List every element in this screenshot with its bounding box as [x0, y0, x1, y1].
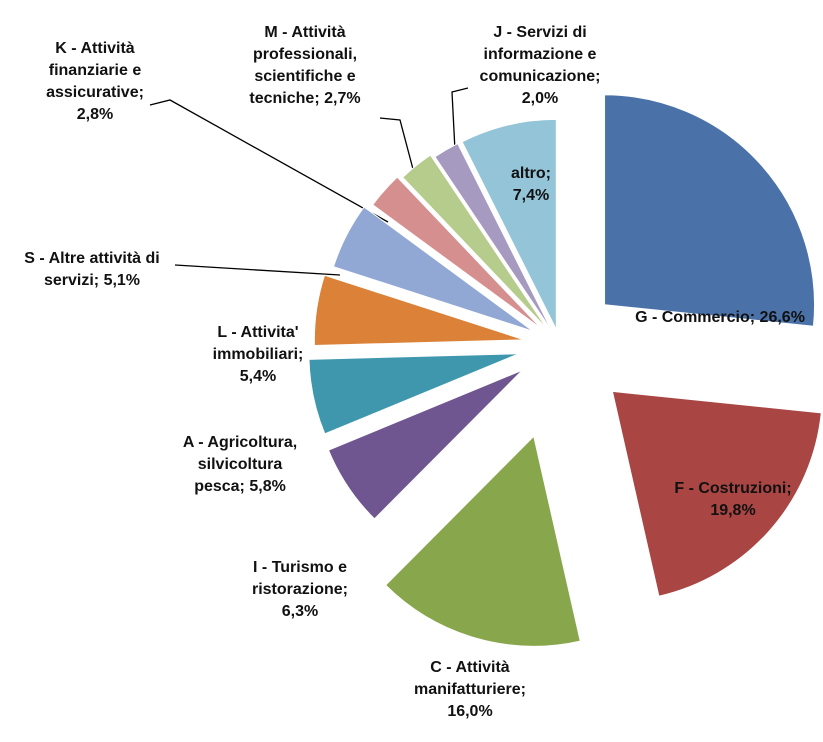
- category-label: altro;: [511, 165, 551, 182]
- category-label: F - Costruzioni;: [674, 480, 792, 497]
- value-label: 2,0%: [521, 90, 559, 107]
- value-label: 16,0%: [447, 703, 493, 720]
- pie-slice: [332, 206, 534, 332]
- data-label: J - Servizi di informazione e comunicazi…: [470, 22, 610, 110]
- pie-slice: [308, 353, 520, 435]
- value-label: 5,4%: [239, 368, 277, 385]
- category-label: S - Altre attività di servizi;: [24, 250, 160, 289]
- data-label: C - Attività manifatturiere; 16,0%: [400, 657, 540, 723]
- data-label: F - Costruzioni; 19,8%: [658, 478, 808, 522]
- leader-line: [149, 99, 389, 223]
- value-label: 26,6%: [759, 309, 805, 326]
- value-label: 5,1%: [103, 272, 141, 289]
- pie-slice: [461, 118, 557, 330]
- data-label: I - Turismo e ristorazione; 6,3%: [238, 557, 363, 623]
- category-label: M - Attività professionali, scientifiche…: [249, 24, 358, 107]
- data-label: S - Altre attività di servizi; 5,1%: [5, 248, 180, 292]
- leader-line: [174, 264, 341, 276]
- pie-slice: [611, 390, 822, 597]
- leader-line: [451, 87, 469, 171]
- data-label: A - Agricoltura, silvicoltura pesca; 5,8…: [173, 432, 308, 498]
- pie-slice: [604, 94, 816, 327]
- value-label: 6,3%: [281, 603, 319, 620]
- category-label: A - Agricoltura, silvicoltura pesca;: [182, 434, 298, 495]
- value-label: 7,4%: [512, 187, 550, 204]
- data-label: G - Commercio; 26,6%: [635, 307, 805, 329]
- value-label: 2,7%: [324, 90, 361, 107]
- value-label: 5,8%: [249, 478, 286, 495]
- category-label: G - Commercio;: [635, 309, 756, 326]
- value-label: 19,8%: [710, 502, 756, 519]
- data-label: L - Attivita' immobiliari; 5,4%: [201, 322, 316, 388]
- value-label: 2,8%: [76, 106, 114, 123]
- category-label: L - Attivita' immobiliari;: [212, 324, 304, 363]
- category-label: J - Servizi di informazione e comunicazi…: [479, 24, 601, 85]
- data-label: M - Attività professionali, scientifiche…: [235, 22, 375, 110]
- data-label: K - Attività finanziarie e assicurative;…: [28, 38, 163, 126]
- category-label: I - Turismo e ristorazione;: [251, 559, 348, 598]
- pie-slice: [401, 154, 548, 330]
- pie-slice: [434, 142, 553, 332]
- leader-line: [379, 117, 419, 189]
- pie-slice: [327, 369, 523, 520]
- pie-slice: [384, 435, 581, 647]
- pie-slice: [372, 176, 543, 330]
- data-label: altro; 7,4%: [496, 163, 566, 207]
- category-label: K - Attività finanziarie e assicurative;: [46, 40, 144, 101]
- pie-slice: [313, 274, 525, 346]
- category-label: C - Attività manifatturiere;: [413, 659, 527, 698]
